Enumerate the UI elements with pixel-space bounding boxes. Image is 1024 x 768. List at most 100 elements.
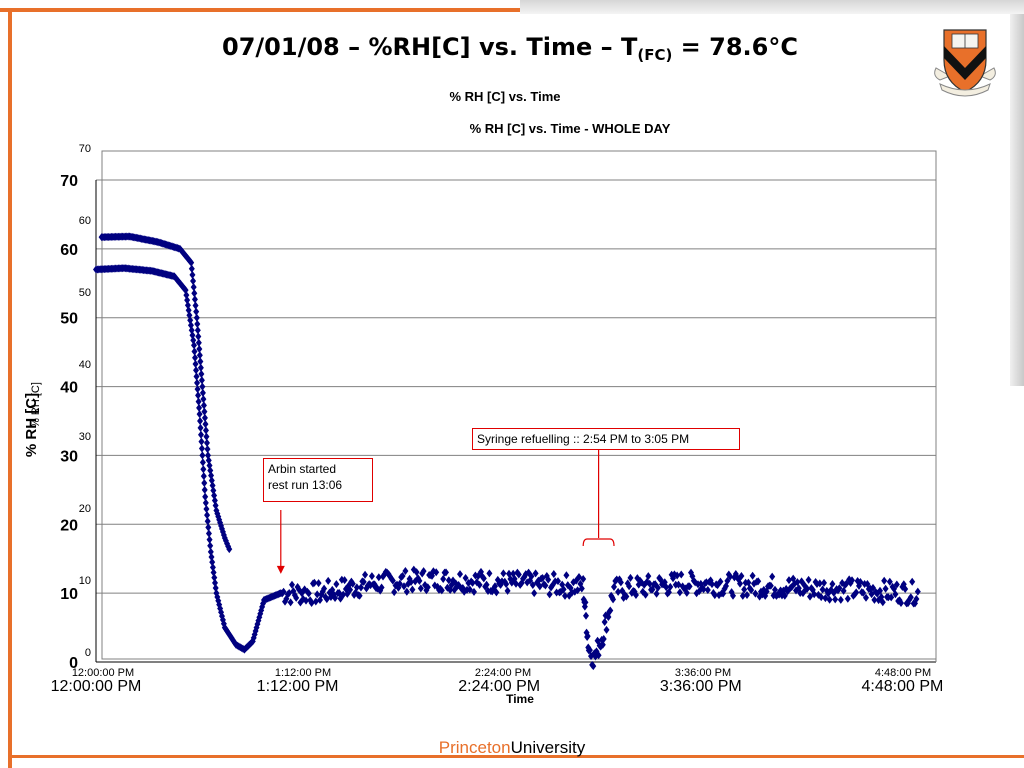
data-point <box>188 258 195 267</box>
data-point <box>674 571 681 580</box>
data-point <box>623 592 630 601</box>
data-point <box>871 595 878 604</box>
x-tick-label: 1:12:00 PM <box>257 678 339 695</box>
data-point <box>853 588 860 597</box>
data-point <box>207 541 214 550</box>
shadow-right <box>1010 14 1024 386</box>
data-point <box>195 397 202 406</box>
data-point <box>195 391 202 400</box>
data-point <box>586 646 593 655</box>
data-point <box>886 577 893 586</box>
data-point <box>194 319 201 328</box>
data-point <box>196 403 203 412</box>
data-point <box>769 572 776 581</box>
data-point <box>198 444 205 453</box>
data-point <box>744 591 750 600</box>
data-point <box>645 572 652 581</box>
data-point <box>189 270 196 279</box>
data-point <box>201 478 208 487</box>
y-tick-label: 30 <box>60 448 78 465</box>
data-point <box>667 582 674 591</box>
data-point <box>626 582 633 591</box>
data-point <box>582 598 589 607</box>
shadow-top <box>520 0 1024 14</box>
data-point <box>829 579 836 588</box>
data-point <box>212 578 218 587</box>
data-point <box>191 347 198 356</box>
data-point <box>786 576 792 585</box>
data-point <box>739 591 746 600</box>
data-point <box>730 591 736 600</box>
data-point <box>914 587 921 596</box>
x-tick-label-small: 4:48:00 PM <box>875 667 931 679</box>
data-point <box>646 579 653 588</box>
data-point <box>513 579 519 588</box>
data-point <box>595 651 602 660</box>
data-point <box>686 582 693 591</box>
x-tick-label: 4:48:00 PM <box>861 678 943 695</box>
data-point <box>195 332 202 341</box>
data-point <box>193 372 200 381</box>
data-point <box>193 366 200 375</box>
data-point <box>378 583 385 592</box>
data-point <box>202 492 209 501</box>
data-point <box>360 577 367 586</box>
data-point <box>314 590 321 599</box>
data-point <box>396 579 403 588</box>
data-point <box>600 634 607 643</box>
data-point <box>599 640 606 649</box>
data-point <box>289 580 295 589</box>
data-point <box>811 590 818 599</box>
data-point <box>195 338 202 347</box>
slide-title-tail: = 78.6°C <box>672 33 798 61</box>
accent-bar-left <box>8 8 12 768</box>
data-point <box>603 625 610 634</box>
data-point <box>545 575 552 584</box>
data-point <box>483 580 490 589</box>
y-tick-label: 50 <box>60 311 78 328</box>
data-point <box>211 573 218 582</box>
data-point <box>200 401 207 410</box>
data-point <box>197 357 204 366</box>
data-point <box>201 413 208 422</box>
data-point <box>399 571 406 580</box>
data-point <box>305 589 312 598</box>
data-point <box>849 576 855 585</box>
data-point <box>528 572 535 581</box>
data-point <box>500 569 507 578</box>
data-point <box>749 571 756 580</box>
y-tick-label-small: 30 <box>79 431 91 443</box>
data-point <box>197 423 204 432</box>
data-point <box>191 289 198 298</box>
data-point <box>752 589 759 598</box>
princeton-shield-icon <box>930 24 1000 104</box>
x-tick-label-small: 12:00:00 PM <box>72 667 134 679</box>
data-point <box>333 580 340 589</box>
data-point <box>709 580 715 589</box>
data-point <box>840 586 847 595</box>
x-tick-label-small: 3:36:00 PM <box>675 667 731 679</box>
data-point <box>844 594 851 603</box>
data-point <box>212 583 219 592</box>
data-point <box>192 301 199 310</box>
data-point <box>194 326 201 335</box>
data-point <box>204 517 211 526</box>
y-tick-label: 10 <box>60 586 78 603</box>
y-tick-label-small: 70 <box>79 143 91 155</box>
data-point <box>898 598 904 607</box>
accent-bar-top <box>0 8 520 12</box>
data-point <box>704 586 711 595</box>
data-point <box>198 370 205 379</box>
data-point <box>193 313 200 322</box>
footer-brand: Princeton <box>438 738 511 757</box>
data-point <box>805 575 812 584</box>
data-point <box>503 580 510 589</box>
annotation-arbin-line2: rest run 13:06 <box>268 478 343 492</box>
data-point <box>738 572 745 581</box>
data-point <box>188 264 195 273</box>
data-point <box>542 581 549 590</box>
data-point <box>332 594 339 603</box>
data-point <box>560 585 567 594</box>
y-tick-label: 40 <box>60 380 78 397</box>
data-point <box>199 458 206 467</box>
